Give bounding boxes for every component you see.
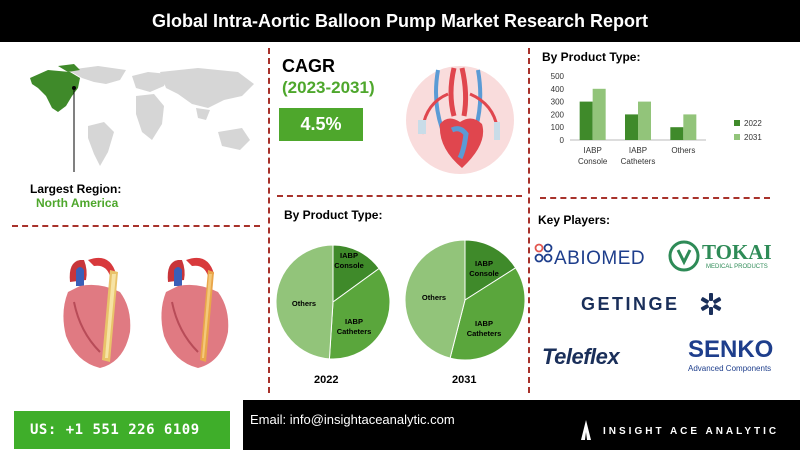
divider-cagr	[277, 195, 522, 197]
bar-chart: 0 100 200 300 400 500 IABP Console IABP Catheters…	[551, 72, 763, 166]
getinge-text: GETINGE	[581, 294, 680, 314]
bar-ytick: 400	[551, 85, 565, 94]
pie-slice	[464, 240, 517, 301]
pie-slice	[449, 267, 526, 361]
pie-slice	[276, 244, 334, 360]
pie-year-2031: 2031	[452, 374, 477, 386]
pie-label: Others	[292, 299, 316, 308]
logo-getinge: GETINGE	[581, 290, 731, 318]
divider-left	[268, 48, 270, 393]
bar	[683, 114, 697, 140]
key-players-title: Key Players:	[538, 213, 611, 227]
pie-label: Others	[422, 293, 446, 302]
abiomed-text: ABIOMED	[554, 248, 646, 269]
legend-label: 2022	[744, 119, 762, 128]
phone-contact[interactable]: US: +1 551 226 6109	[14, 411, 230, 449]
legend-label: 2031	[744, 133, 762, 142]
pie-label: IABP Console	[334, 251, 364, 270]
company-logo-icon	[581, 420, 591, 440]
email-bar	[243, 400, 800, 450]
bar-section-title: By Product Type:	[542, 50, 641, 64]
abiomed-mark-icon	[534, 243, 553, 263]
pie-label: IABP Catheters	[337, 317, 372, 336]
bar-category-label: Others	[671, 146, 695, 155]
pie-section-title: By Product Type:	[284, 208, 383, 222]
getinge-star-icon	[700, 293, 722, 315]
pie-slice	[332, 244, 380, 303]
bar-ytick: 0	[560, 136, 565, 145]
bar-ytick: 300	[551, 98, 565, 107]
company-name: INSIGHT ACE ANALYTIC	[603, 426, 780, 437]
senko-subtext: Advanced Components	[688, 364, 772, 373]
cagr-period: (2023-2031)	[282, 78, 375, 97]
pie-label: IABP Console	[469, 259, 499, 278]
bar	[625, 114, 638, 140]
cagr-value: 4.5%	[279, 108, 363, 141]
bar-ytick: 500	[551, 72, 565, 81]
tokai-subtext: MEDICAL PRODUCTS	[706, 264, 768, 270]
bar-ytick: 100	[551, 123, 565, 132]
logo-teleflex: Teleflex	[542, 344, 670, 374]
divider-bar	[540, 197, 770, 199]
pie-label: IABP Catheters	[467, 319, 502, 338]
world-map-icon	[30, 64, 254, 172]
heart-balloon-icon	[161, 257, 229, 368]
logo-tokai: TOKAI MEDICAL PRODUCTS	[668, 238, 792, 276]
region-value: North America	[36, 196, 119, 210]
bar	[592, 88, 606, 140]
pie-chart-2022: IABP Console IABP Catheters Others	[276, 244, 391, 360]
senko-text: SENKO	[688, 336, 774, 363]
heart-anatomy-icon	[406, 66, 514, 174]
pie-year-2022: 2022	[314, 374, 339, 386]
logo-abiomed: ABIOMED	[534, 240, 652, 272]
logo-senko: SENKO Advanced Components	[686, 336, 790, 376]
pie-slice	[404, 240, 466, 359]
divider-right	[528, 48, 530, 393]
bar	[638, 101, 651, 140]
legend-swatch	[734, 134, 740, 140]
teleflex-text: Teleflex	[542, 344, 620, 369]
pie-slice	[328, 267, 391, 360]
bar-category-label: IABP Catheters	[621, 146, 656, 166]
tokai-text: TOKAI	[702, 240, 772, 264]
bar-ytick: 200	[551, 110, 565, 119]
page-title: Global Intra-Aortic Balloon Pump Market …	[0, 0, 800, 42]
divider-region	[12, 225, 260, 227]
bar	[670, 127, 684, 140]
bar	[579, 101, 593, 140]
cagr-title: CAGR	[282, 56, 335, 76]
tokai-mark-icon	[668, 240, 700, 272]
email-contact[interactable]: Email: info@insightaceanalytic.com	[250, 412, 455, 427]
pie-chart-2031: IABP Console IABP Catheters Others	[404, 240, 526, 361]
region-label: Largest Region:	[30, 182, 122, 196]
legend-swatch	[734, 120, 740, 126]
heart-balloon-icon	[63, 257, 131, 368]
bar-category-label: IABP Console	[578, 146, 608, 166]
